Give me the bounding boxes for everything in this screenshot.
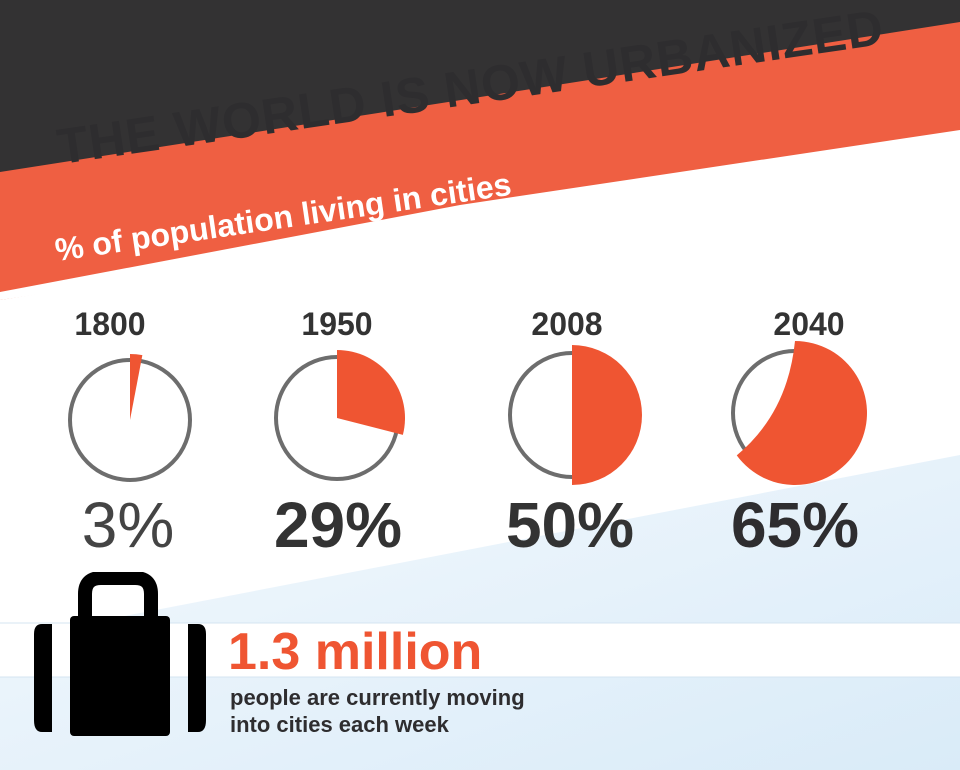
pie-charts xyxy=(68,341,868,485)
value-label-2040: 65% xyxy=(730,489,860,561)
pie-slice-2040 xyxy=(736,341,868,485)
year-label-1950: 1950 xyxy=(301,306,373,342)
value-label-1950: 29% xyxy=(273,489,403,561)
stat-description-line-1: people are currently moving xyxy=(230,685,525,710)
year-label-2008: 2008 xyxy=(531,306,603,342)
dark-band xyxy=(0,0,960,172)
pie-slice-2008 xyxy=(572,345,642,485)
value-label-1800: 3% xyxy=(81,489,175,561)
stat-description: people are currently moving into cities … xyxy=(230,684,650,738)
value-label-2008: 50% xyxy=(505,489,635,561)
year-label-2040: 2040 xyxy=(773,306,845,342)
light-blue-wedge xyxy=(0,455,960,770)
stat-number: 1.3 million xyxy=(228,623,483,681)
suitcase-icon xyxy=(34,572,206,736)
white-wedge xyxy=(0,130,960,300)
pie-slice-1950 xyxy=(337,350,405,435)
pie-slice-1800 xyxy=(130,354,143,420)
stat-description-line-2: into cities each week xyxy=(230,712,449,737)
year-label-1800: 1800 xyxy=(74,306,146,342)
